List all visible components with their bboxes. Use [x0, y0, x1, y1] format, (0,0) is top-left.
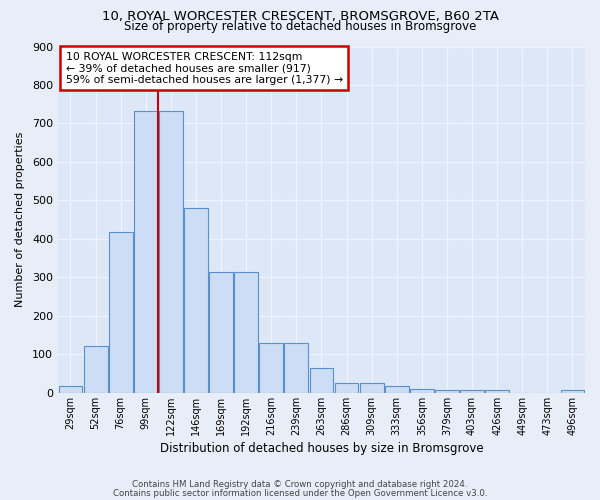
Bar — [310, 368, 334, 393]
Bar — [159, 111, 183, 393]
Bar — [435, 390, 459, 393]
Bar — [485, 390, 509, 393]
Bar — [234, 272, 258, 393]
Bar — [209, 272, 233, 393]
Bar — [259, 343, 283, 393]
Bar — [109, 232, 133, 393]
Bar — [360, 384, 383, 393]
Text: 10, ROYAL WORCESTER CRESCENT, BROMSGROVE, B60 2TA: 10, ROYAL WORCESTER CRESCENT, BROMSGROVE… — [101, 10, 499, 23]
Text: Contains public sector information licensed under the Open Government Licence v3: Contains public sector information licen… — [113, 488, 487, 498]
Bar — [134, 111, 158, 393]
Text: Size of property relative to detached houses in Bromsgrove: Size of property relative to detached ho… — [124, 20, 476, 33]
Bar — [184, 208, 208, 393]
Bar — [460, 390, 484, 393]
Bar — [560, 390, 584, 393]
Text: 10 ROYAL WORCESTER CRESCENT: 112sqm
← 39% of detached houses are smaller (917)
5: 10 ROYAL WORCESTER CRESCENT: 112sqm ← 39… — [66, 52, 343, 85]
X-axis label: Distribution of detached houses by size in Bromsgrove: Distribution of detached houses by size … — [160, 442, 483, 455]
Bar — [83, 346, 107, 393]
Bar — [284, 343, 308, 393]
Y-axis label: Number of detached properties: Number of detached properties — [15, 132, 25, 308]
Bar — [410, 389, 434, 393]
Text: Contains HM Land Registry data © Crown copyright and database right 2024.: Contains HM Land Registry data © Crown c… — [132, 480, 468, 489]
Bar — [59, 386, 82, 393]
Bar — [385, 386, 409, 393]
Bar — [335, 384, 358, 393]
